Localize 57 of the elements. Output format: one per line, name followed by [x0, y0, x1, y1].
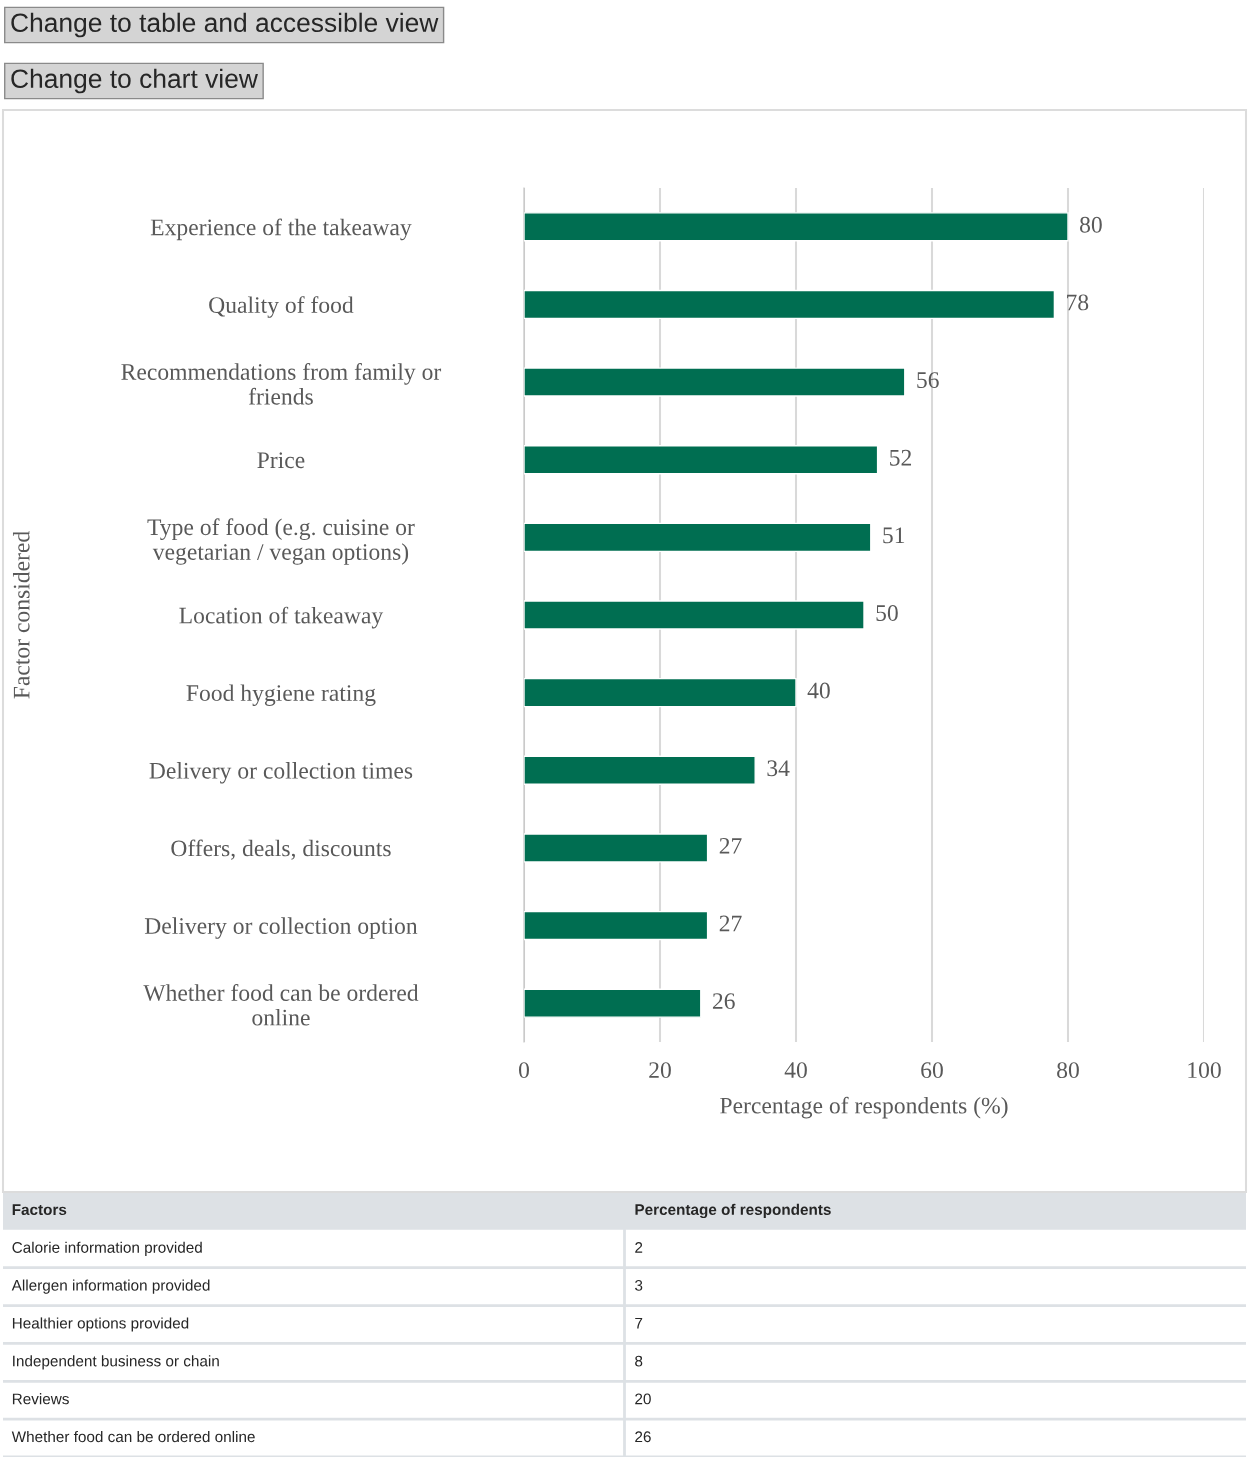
bar — [524, 445, 879, 475]
y-tick-label: Offers, deals, discounts — [171, 839, 391, 860]
bar — [524, 833, 709, 863]
data-label: 52 — [890, 449, 912, 466]
data-label: 2 — [635, 1242, 643, 1253]
bar — [524, 522, 872, 553]
y-tick-label: Whether food can be ordered online — [143, 984, 419, 1026]
x-axis-title: Percentage of respondents (%) — [720, 1096, 1008, 1119]
category-label: Allergen information provided — [11, 1279, 210, 1294]
x-tick-label: 80 — [1057, 1062, 1079, 1079]
x-tick-label: 100 — [1188, 1062, 1221, 1079]
x-tick-label: 20 — [649, 1062, 671, 1079]
bar — [524, 600, 865, 630]
data-label: 56 — [917, 372, 939, 388]
data-label: 26 — [635, 1431, 651, 1443]
x-tick-label: 0 — [519, 1062, 529, 1079]
data-label: 50 — [876, 604, 898, 621]
data-label: 51 — [883, 527, 905, 544]
category-label: Whether food can be ordered online — [11, 1430, 255, 1443]
data-label: 26 — [712, 993, 735, 1010]
text: Percentage of respondents — [635, 1203, 831, 1219]
text: Change to chart view — [11, 68, 258, 94]
x-tick-label: 40 — [784, 1062, 807, 1079]
y-tick-label: Food hygiene rating — [186, 684, 376, 706]
bar — [524, 677, 797, 708]
y-tick-label: Delivery or collection times — [149, 762, 413, 784]
data-label: 27 — [719, 915, 742, 932]
data-label: 27 — [719, 837, 742, 854]
y-tick-label: Quality of food — [209, 296, 354, 318]
y-tick-label: Delivery or collection option — [144, 917, 418, 939]
bar — [524, 212, 1069, 242]
y-tick-label: Price — [257, 452, 305, 469]
bar — [524, 988, 702, 1018]
y-tick-label: Recommendations from family or friends — [121, 363, 442, 405]
text: Factors — [12, 1204, 67, 1216]
y-tick-label: Location of takeaway — [179, 606, 384, 629]
y-tick-label: Type of food (e.g. cuisine or vegetarian / vegan options) — [147, 518, 415, 565]
data-label: 20 — [635, 1393, 651, 1405]
text: Change to table and accessible view — [11, 12, 439, 38]
bar — [524, 910, 709, 941]
data-label: 34 — [767, 760, 790, 777]
category-label: Reviews — [12, 1393, 69, 1405]
bar — [524, 755, 756, 785]
data-label: 8 — [635, 1355, 643, 1367]
bar — [524, 367, 906, 397]
x-tick-label: 60 — [921, 1062, 943, 1079]
data-label: 78 — [1067, 294, 1089, 311]
y-tick-label: Experience of the takeaway — [150, 218, 412, 241]
data-label: 7 — [635, 1317, 643, 1329]
data-label: 3 — [635, 1279, 643, 1291]
category-label: Healthier options provided — [12, 1317, 189, 1332]
bar — [524, 289, 1056, 320]
category-label: Calorie information provided — [12, 1241, 202, 1256]
data-label: 40 — [807, 682, 830, 699]
data-label: 80 — [1080, 216, 1102, 233]
category-label: Independent business or chain — [13, 1355, 219, 1370]
y-axis-title: Factor considered — [12, 531, 30, 699]
